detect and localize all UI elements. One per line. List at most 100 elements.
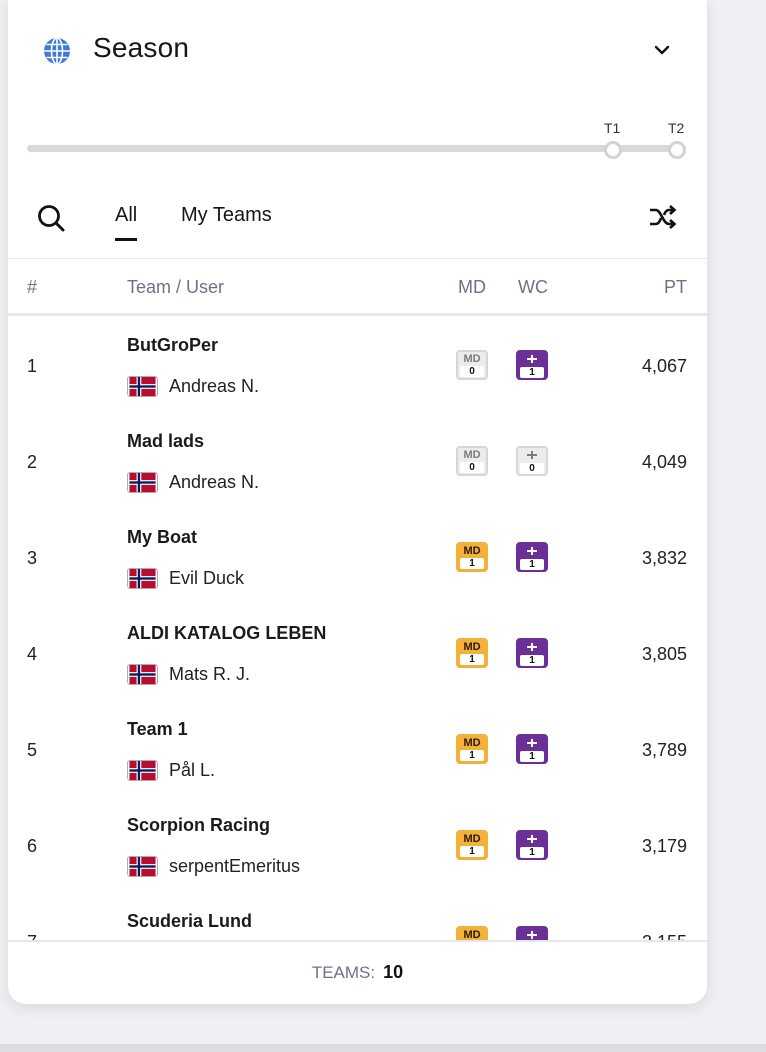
- team-name[interactable]: Mad lads: [127, 431, 205, 451]
- season-header[interactable]: Season: [8, 0, 707, 100]
- wildcard-chip: 1: [516, 350, 548, 380]
- wc-chip-count: 1: [520, 367, 544, 378]
- wildcard-icon: [518, 928, 546, 940]
- rank-number: 4: [27, 644, 38, 664]
- team-name[interactable]: My Boat: [127, 527, 198, 547]
- user-name: Mats R. J.: [169, 664, 251, 684]
- slider-track[interactable]: [27, 145, 686, 152]
- teams-count-label: TEAMS:: [311, 963, 376, 982]
- wildcard-chip: 1: [516, 830, 548, 860]
- user-name: serpentEmeritus: [169, 856, 301, 876]
- table-row[interactable]: 7 Scuderia Lund MD 1 1 3,155: [8, 894, 707, 940]
- column-header-wc[interactable]: WC: [518, 277, 548, 297]
- team-name[interactable]: Scorpion Racing: [127, 815, 271, 835]
- chevron-down-icon[interactable]: [652, 40, 672, 60]
- column-header-team[interactable]: Team / User: [127, 277, 225, 297]
- column-header-rank[interactable]: #: [27, 277, 38, 297]
- md-chip-label: MD: [463, 449, 481, 461]
- norway-flag-icon: [127, 376, 158, 397]
- md-chip-label: MD: [463, 545, 481, 557]
- round-slider[interactable]: T1 T2: [8, 110, 707, 170]
- team-user: Mats R. J.: [127, 664, 250, 685]
- table-row[interactable]: 5 Team 1 Pål L. MD 1 1 3,789: [8, 702, 707, 798]
- points-value: 3,832: [641, 548, 687, 568]
- md-chip-label: MD: [463, 833, 481, 845]
- table-row[interactable]: 2 Mad lads Andreas N. MD 0 0 4,049: [8, 414, 707, 510]
- column-header-pt[interactable]: PT: [663, 277, 687, 297]
- wildcard-chip: 1: [516, 542, 548, 572]
- globe-icon: [44, 37, 70, 65]
- wc-chip-count: 1: [520, 847, 544, 858]
- md-chip: MD 0: [456, 350, 488, 380]
- wildcard-chip: 1: [516, 638, 548, 668]
- team-name[interactable]: Team 1: [127, 719, 188, 739]
- user-name: Pål L.: [169, 760, 216, 780]
- team-user: Pål L.: [127, 760, 215, 781]
- slider-tick-label-t1: T1: [604, 120, 621, 136]
- md-chip-label: MD: [463, 641, 481, 653]
- md-chip: MD 1: [456, 542, 488, 572]
- table-row[interactable]: 1 ButGroPer Andreas N. MD 0 1 4,067: [8, 318, 707, 414]
- wildcard-icon: [518, 832, 546, 847]
- wildcard-icon: [518, 544, 546, 559]
- wc-chip-count: 1: [520, 751, 544, 762]
- tab-my-teams[interactable]: My Teams: [181, 204, 272, 226]
- team-name[interactable]: Scuderia Lund: [127, 911, 253, 931]
- team-name[interactable]: ALDI KATALOG LEBEN: [127, 623, 327, 643]
- user-name: Evil Duck: [169, 568, 245, 588]
- md-chip-label: MD: [463, 929, 481, 940]
- points-value: 3,155: [642, 932, 687, 940]
- team-name[interactable]: ButGroPer: [127, 335, 219, 355]
- table-header: # Team / User MD WC PT: [8, 258, 707, 316]
- team-user: Andreas N.: [127, 376, 259, 397]
- md-chip-count: 1: [460, 846, 484, 857]
- teams-footer: TEAMS: 10: [8, 940, 707, 1004]
- user-name: Andreas N.: [169, 472, 260, 492]
- leaderboard-rows: 1 ButGroPer Andreas N. MD 0 1 4,067 2 Ma…: [8, 318, 707, 940]
- norway-flag-icon: [127, 856, 158, 877]
- wc-chip-count: 1: [520, 559, 544, 570]
- norway-flag-icon: [127, 760, 158, 781]
- table-row[interactable]: 3 My Boat Evil Duck MD 1 1 3,832: [8, 510, 707, 606]
- points-value: 3,805: [641, 644, 687, 664]
- md-chip-count: 1: [460, 558, 484, 569]
- md-chip: MD 1: [456, 734, 488, 764]
- rank-number: 6: [27, 836, 38, 856]
- table-row[interactable]: 6 Scorpion Racing serpentEmeritus MD 1 1…: [8, 798, 707, 894]
- slider-knob-t1[interactable]: [604, 141, 622, 159]
- md-chip: MD 1: [456, 638, 488, 668]
- norway-flag-icon: [127, 664, 158, 685]
- points-value: 4,067: [641, 356, 687, 376]
- shuffle-icon[interactable]: [648, 204, 678, 230]
- rank-number: 1: [27, 356, 38, 376]
- wildcard-icon: [518, 640, 546, 655]
- rank-number: 5: [27, 740, 38, 760]
- md-chip-label: MD: [463, 737, 481, 749]
- table-row[interactable]: 4 ALDI KATALOG LEBEN Mats R. J. MD 1 1 3…: [8, 606, 707, 702]
- md-chip-count: 0: [460, 366, 484, 377]
- team-user: Andreas N.: [127, 472, 259, 493]
- wc-chip-count: 1: [520, 655, 544, 666]
- leaderboard-card: Season T1 T2 All My Teams # Team / User …: [8, 0, 707, 1004]
- md-chip-count: 0: [460, 462, 484, 473]
- wildcard-icon: [518, 352, 546, 367]
- team-user: Evil Duck: [127, 568, 244, 589]
- tab-all[interactable]: All: [115, 204, 138, 241]
- points-value: 4,049: [641, 452, 687, 472]
- md-chip-count: 1: [460, 654, 484, 665]
- season-title: Season: [93, 32, 190, 63]
- bottom-edge: [0, 1044, 766, 1052]
- norway-flag-icon: [127, 472, 158, 493]
- column-header-md[interactable]: MD: [458, 277, 486, 297]
- rank-number: 3: [27, 548, 38, 568]
- md-chip: MD 0: [456, 446, 488, 476]
- points-value: 3,789: [641, 740, 687, 760]
- wildcard-chip: 0: [516, 446, 548, 476]
- teams-count-value: 10: [383, 962, 404, 982]
- team-user: serpentEmeritus: [127, 856, 300, 877]
- search-icon[interactable]: [36, 203, 66, 233]
- wildcard-chip: 1: [516, 926, 548, 940]
- filter-tabs: All My Teams: [8, 190, 707, 258]
- slider-knob-t2[interactable]: [668, 141, 686, 159]
- rank-number: 7: [27, 932, 37, 940]
